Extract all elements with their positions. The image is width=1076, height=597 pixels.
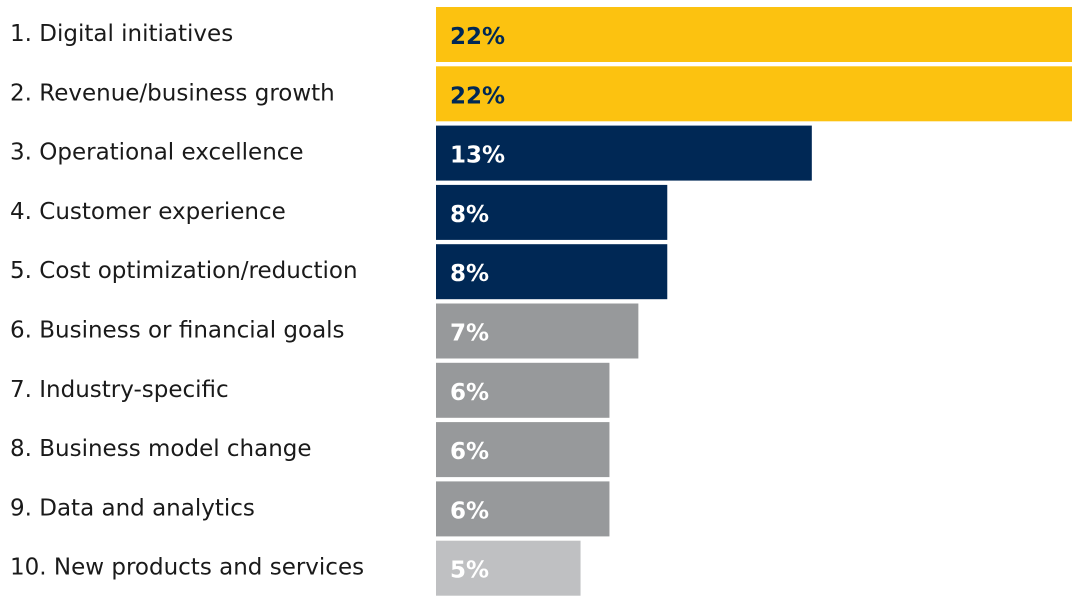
value-labels: 22% 22% 13% 8% 8% 7% 6% 6% 6% 5% (450, 24, 505, 584)
category-label: 8. Business model change (10, 436, 312, 462)
value-label: 22% (450, 83, 505, 109)
bar (436, 7, 1072, 62)
category-label: 6. Business or financial goals (10, 318, 345, 344)
category-label: 2. Revenue/business growth (10, 80, 335, 106)
category-label: 7. Industry-specific (10, 377, 229, 403)
value-label: 13% (450, 143, 505, 169)
bar (436, 362, 610, 418)
value-label: 22% (450, 24, 505, 50)
value-label: 6% (450, 380, 489, 406)
bar (436, 540, 581, 596)
bar (436, 125, 812, 181)
bar (436, 422, 610, 478)
value-label: 8% (450, 261, 489, 287)
category-label: 9. Data and analytics (10, 495, 255, 521)
value-label: 6% (450, 439, 489, 465)
category-label: 3. Operational excellence (10, 140, 304, 166)
category-label: 4. Customer experience (10, 199, 286, 225)
category-label: 5. Cost optimization/reduction (10, 258, 358, 284)
category-label: 10. New products and services (10, 555, 364, 581)
bar (436, 184, 668, 240)
bar (436, 66, 1072, 122)
value-label: 5% (450, 558, 489, 584)
category-label: 1. Digital initiatives (10, 21, 233, 47)
category-labels: 1. Digital initiatives 2. Revenue/busines… (10, 21, 364, 581)
bar (436, 244, 668, 300)
bar (436, 481, 610, 537)
value-label: 6% (450, 498, 489, 524)
value-label: 8% (450, 202, 489, 228)
value-label: 7% (450, 321, 489, 347)
bar (436, 303, 639, 359)
bars (436, 7, 1072, 596)
